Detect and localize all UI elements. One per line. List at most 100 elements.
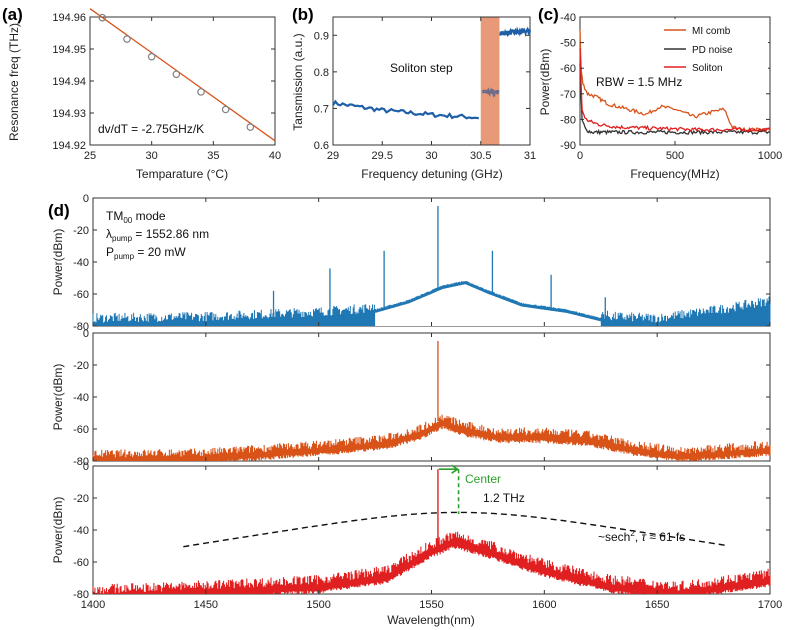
y-tick-label: 0: [83, 328, 89, 340]
y-tick-label: -20: [73, 225, 89, 237]
panel-b-xlabel: Frequency detuning (GHz): [361, 167, 502, 181]
data-point: [172, 70, 181, 79]
annot-pump-power: Ppump = 20 mW: [106, 245, 186, 261]
panel-c-label: (c): [538, 5, 559, 24]
x-tick-label: 40: [269, 150, 281, 162]
y-tick-label: -80: [73, 321, 89, 333]
y-tick-label: -60: [560, 63, 576, 75]
x-tick-label: 1700: [758, 599, 782, 611]
y-tick-label: 194.94: [52, 76, 86, 88]
panel-a: (a) 194.92 194.93 194.94 194.95 194.96 25 30 35…: [2, 5, 281, 181]
panel-d3-ticks: -80 -60 -40 -20 0 1400 1450 1500 1550 1600 1650 170…: [73, 461, 782, 611]
y-tick-label: -40: [73, 525, 89, 537]
panel-b: (b) 0.6 0.7 0.8 0.9 29 29.5 30 30.5 31 Soliton s…: [291, 5, 536, 181]
data-point: [246, 123, 255, 131]
y-tick-label: 194.95: [52, 44, 86, 56]
panel-c: (c) -90 -80 -70 -60 -50 -40 0 500 1000 RBW = 1.5…: [538, 5, 782, 181]
panel-b-lines: [332, 26, 532, 120]
x-tick-label: 30: [425, 150, 437, 162]
panel-c-ylabel: Power(dBm): [538, 49, 552, 116]
panel-c-annotation: RBW = 1.5 MHz: [596, 75, 682, 89]
legend-soliton: Soliton: [692, 63, 723, 74]
annot-spacing: 1.2 THz: [483, 491, 525, 505]
data-point: [123, 35, 131, 43]
y-tick-label: -60: [73, 557, 89, 569]
panel-d3-plot-frame: [92, 465, 771, 595]
y-tick-label: -60: [73, 424, 89, 436]
x-tick-label: 30.5: [470, 150, 491, 162]
data-point: [98, 13, 107, 22]
x-tick-label: 1400: [81, 599, 105, 611]
panel-d2-plot-frame: [92, 332, 771, 462]
panel-d3-ylabel: Power(dBm): [51, 497, 65, 564]
panel-a-xlabel: Temparature (°C): [136, 167, 228, 181]
sech-fit-line: [183, 511, 726, 548]
x-tick-label: 1600: [532, 599, 556, 611]
series-pd-noise: [579, 63, 771, 136]
spectrum-envelope: [374, 283, 601, 322]
panel-a-ticks: 194.92 194.93 194.94 194.95 194.96 25 30 35 40: [52, 12, 281, 162]
panel-d-label: (d): [48, 201, 70, 220]
y-tick-label: -20: [73, 360, 89, 372]
y-tick-label: 194.93: [52, 108, 86, 120]
panel-d2-ylabel: Power(dBm): [51, 364, 65, 431]
y-tick-label: 0.6: [314, 140, 329, 152]
panel-a-annotation: dv/dT = -2.75GHz/K: [98, 122, 204, 136]
annot-pump-wavelength: λpump = 1552.86 nm: [106, 227, 209, 243]
legend-mi-comb: MI comb: [692, 26, 731, 37]
data-point: [221, 105, 230, 114]
x-tick-label: 0: [577, 150, 583, 162]
y-tick-label: 0: [83, 193, 89, 205]
y-tick-label: -40: [560, 12, 576, 24]
panel-d1-ylabel: Power(dBm): [51, 229, 65, 296]
panel-a-points: [98, 13, 255, 131]
data-point: [147, 52, 156, 61]
y-tick-label: 194.96: [52, 12, 86, 24]
panel-c-xlabel: Frequency(MHz): [630, 167, 719, 181]
x-tick-label: 30: [146, 150, 158, 162]
y-tick-label: -60: [73, 289, 89, 301]
series-mi-comb: [579, 29, 771, 133]
y-tick-label: -80: [73, 589, 89, 601]
panel-a-ylabel: Resonance freq (THz): [7, 23, 21, 141]
panel-b-label: (b): [292, 5, 314, 24]
y-tick-label: 0.8: [314, 67, 329, 79]
annot-sech-fit: ~sech2, τ ≈ 61 fs: [598, 529, 685, 544]
panel-c-lines: [579, 29, 771, 136]
annot-center: Center: [465, 472, 501, 486]
panel-b-ticks: 0.6 0.7 0.8 0.9 29 29.5 30 30.5 31: [314, 17, 536, 162]
x-tick-label: 500: [666, 150, 684, 162]
spacing-arrow-head: [451, 464, 460, 474]
x-tick-label: 29.5: [372, 150, 393, 162]
panel-b-ylabel: Tansmission (a.u.): [291, 33, 305, 130]
y-tick-label: -40: [73, 257, 89, 269]
x-tick-label: 31: [524, 150, 536, 162]
panel-a-label: (a): [2, 5, 23, 24]
panel-a-plot-frame: [89, 16, 276, 146]
y-tick-label: 0: [83, 461, 89, 473]
transmission-segment: [332, 99, 480, 120]
y-tick-label: -70: [560, 89, 576, 101]
y-tick-label: -90: [560, 140, 576, 152]
y-tick-label: -20: [73, 493, 89, 505]
transmission-segment: [481, 87, 500, 99]
y-tick-label: -40: [73, 392, 89, 404]
panel-b-annotation: Soliton step: [390, 61, 453, 75]
y-tick-label: -80: [560, 114, 576, 126]
series-soliton: [579, 48, 771, 133]
panel-d1-ticks: -80 -60 -40 -20 0: [73, 193, 771, 333]
y-tick-label: 0.7: [314, 103, 329, 115]
x-tick-label: 1450: [194, 599, 218, 611]
panel-c-legend: MI comb PD noise Soliton: [660, 19, 768, 77]
legend-pd-noise: PD noise: [692, 45, 733, 56]
y-tick-label: -80: [73, 456, 89, 468]
spectrum-underfill: [375, 283, 601, 326]
panel-d1-annotations: TM00 mode λpump = 1552.86 nm Ppump = 20 …: [106, 209, 209, 261]
annot-mode: TM00 mode: [106, 209, 166, 225]
data-point: [197, 88, 205, 96]
y-tick-label: 0.9: [314, 30, 329, 42]
panel-c-ticks: -90 -80 -70 -60 -50 -40 0 500 1000: [560, 12, 782, 162]
panel-d1-spectrum: [92, 206, 771, 326]
x-tick-label: 29: [327, 150, 339, 162]
